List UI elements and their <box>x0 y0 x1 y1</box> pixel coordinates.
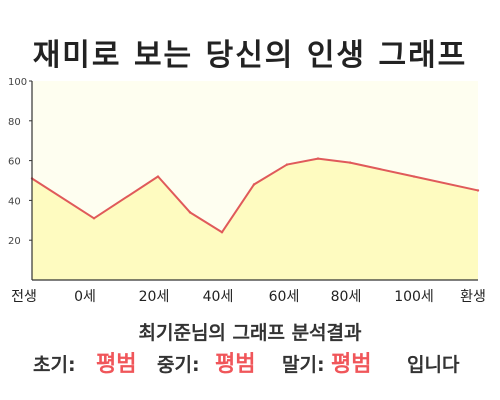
data-point <box>285 163 289 166</box>
data-point <box>92 217 96 220</box>
y-tick-label: 20 <box>8 236 21 247</box>
x-tick-label: 100세 <box>394 289 434 305</box>
x-tick-label: 환생 <box>460 289 486 305</box>
mid-value: 평범 <box>215 352 256 377</box>
analysis-result: 초기: 평범 중기: 평범 말기: 평범 입니다 <box>0 346 500 378</box>
data-point <box>252 183 256 186</box>
late-value: 평범 <box>331 352 372 377</box>
y-tick-label: 40 <box>8 196 21 207</box>
y-tick-label: 80 <box>8 117 21 128</box>
data-point <box>412 175 416 178</box>
late-label: 말기: <box>282 354 325 376</box>
x-tick-label: 전생 <box>11 289 37 305</box>
x-tick-label: 0세 <box>74 289 96 305</box>
x-tick-label: 40세 <box>203 289 234 305</box>
x-tick-label: 80세 <box>331 289 362 305</box>
data-point <box>156 175 160 178</box>
plot-layer <box>30 157 480 280</box>
y-tick-label: 100 <box>8 77 27 88</box>
mid-label: 중기: <box>157 354 200 376</box>
page-title: 재미로 보는 당신의 인생 그래프 <box>32 38 468 73</box>
data-point <box>348 161 352 164</box>
y-axis-ticks: 20 40 60 80 100 <box>8 77 32 247</box>
data-point <box>476 189 480 192</box>
analysis-heading: 최기준님의 그래프 분석결과 <box>138 322 362 344</box>
early-value: 평범 <box>96 352 137 377</box>
x-axis-ticks: 전생 0세 20세 40세 60세 80세 100세 환생 <box>11 289 486 305</box>
data-point <box>316 157 320 160</box>
early-label: 초기: <box>33 354 76 376</box>
life-area-fill <box>32 158 478 280</box>
result-suffix: 입니다 <box>407 354 460 376</box>
x-tick-label: 60세 <box>269 289 300 305</box>
data-point <box>188 211 192 214</box>
y-tick-label: 60 <box>8 157 21 168</box>
x-tick-label: 20세 <box>139 289 170 305</box>
data-point <box>220 231 224 234</box>
